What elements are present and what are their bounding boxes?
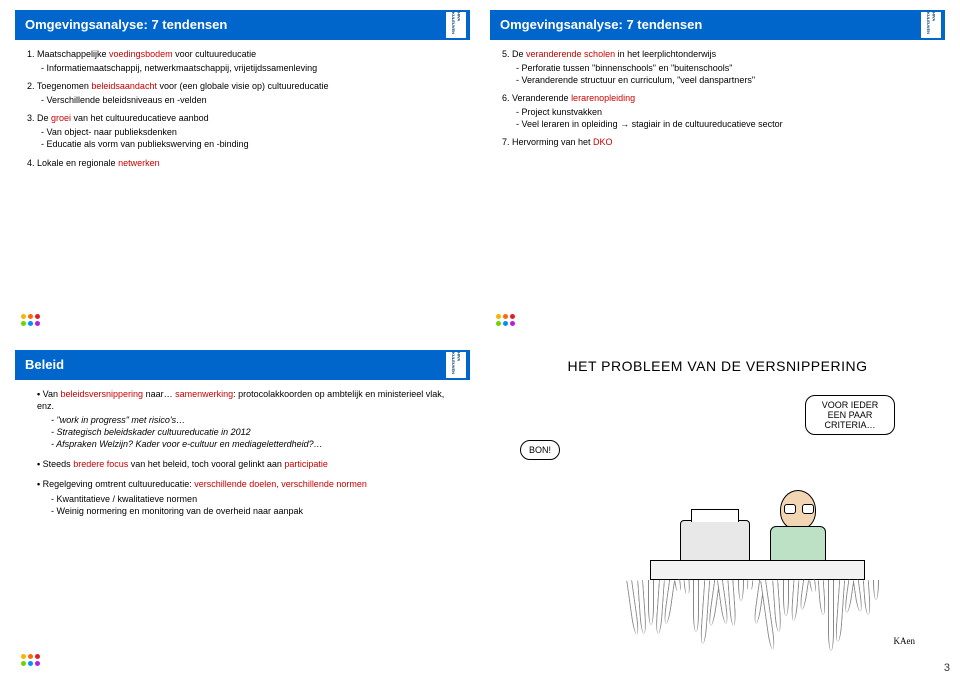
paper-strip	[853, 580, 863, 612]
dot-icon	[21, 661, 26, 666]
logo-box: HiVA KULEUVEN	[446, 12, 466, 38]
speech-bubble-left: BON!	[520, 440, 560, 460]
paper-strip	[828, 580, 834, 651]
page-number: 3	[944, 662, 950, 674]
dot-icon	[35, 654, 40, 659]
slide-title: Omgevingsanalyse: 7 tendensen	[500, 17, 702, 32]
list-item: 1. Maatschappelijke voedingsbodem voor c…	[27, 48, 456, 60]
dot-icon	[21, 314, 26, 319]
slide-top-left: Omgevingsanalyse: 7 tendensen HiVA KULEU…	[15, 10, 470, 330]
cartoon-signature: KAen	[894, 636, 916, 646]
sub-item: Perforatie tussen "binnenschools" en "bu…	[516, 62, 931, 74]
sub-item: Veel leraren in opleiding → stagiair in …	[516, 118, 931, 130]
sub-list: Perforatie tussen "binnenschools" en "bu…	[502, 62, 931, 86]
sub-list: Informatiemaatschappij, netwerkmaatschap…	[27, 62, 456, 74]
sub-item: Weinig normering en monitoring van de ov…	[51, 505, 456, 517]
sub-item: Project kunstvakken	[516, 106, 931, 118]
slide-content: 5. De veranderende scholen in het leerpl…	[496, 48, 935, 149]
cartoon-heading: HET PROBLEEM VAN DE VERSNIPPERING	[490, 350, 945, 374]
paper-strip	[663, 580, 675, 625]
sub-item: "work in progress" met risico's…	[51, 414, 456, 426]
list-item: Steeds bredere focus van het beleid, toc…	[37, 458, 456, 470]
paper-strip	[674, 580, 682, 592]
sub-list: Verschillende beleidsniveaus en -velden	[27, 94, 456, 106]
dot-icon	[21, 321, 26, 326]
sub-item: Informatiemaatschappij, netwerkmaatschap…	[41, 62, 456, 74]
logo-box: HiVA KULEUVEN	[921, 12, 941, 38]
dot-icon	[28, 654, 33, 659]
sub-list: Van object- naar publieksdenkenEducatie …	[27, 126, 456, 150]
footer-dots	[496, 314, 515, 326]
slide-bottom-left: Beleid HiVA KULEUVEN Van beleidsversnipp…	[15, 350, 470, 670]
sub-item: Kwantitatieve / kwalitatieve normen	[51, 493, 456, 505]
slide-content: 1. Maatschappelijke voedingsbodem voor c…	[21, 48, 460, 169]
paper-strip	[863, 580, 871, 615]
sub-item: Veranderende structuur en curriculum, "v…	[516, 74, 931, 86]
bullet-list: Van beleidsversnippering naar… samenwerk…	[27, 388, 456, 517]
dot-icon	[503, 314, 508, 319]
dot-icon	[510, 321, 515, 326]
dot-icon	[28, 314, 33, 319]
dot-icon	[503, 321, 508, 326]
list-item: 7. Hervorming van het DKO	[502, 136, 931, 148]
dot-icon	[35, 314, 40, 319]
slide-content: Van beleidsversnippering naar… samenwerk…	[21, 388, 460, 517]
paper-strip	[818, 580, 826, 615]
paper-strip	[684, 580, 691, 594]
paper-strip	[835, 580, 845, 642]
sub-item: Afspraken Welzijn? Kader voor e-cultuur …	[51, 438, 456, 450]
dot-icon	[35, 661, 40, 666]
paper-strip	[772, 580, 782, 632]
logo-box: HiVA KULEUVEN	[446, 352, 466, 378]
paper-strip	[747, 580, 754, 590]
sub-item: Strategisch beleidskader cultuureducatie…	[51, 426, 456, 438]
speech-bubble-right: VOOR IEDER EEN PAAR CRITERIA…	[805, 395, 895, 435]
sub-list: Project kunstvakkenVeel leraren in oplei…	[502, 106, 931, 130]
sub-list: Kwantitatieve / kwalitatieve normenWeini…	[37, 493, 456, 517]
slide-title-bar: Omgevingsanalyse: 7 tendensen HiVA KULEU…	[15, 10, 470, 40]
footer-dots	[21, 654, 40, 666]
dot-icon	[496, 314, 501, 319]
slide-title-bar: Beleid HiVA KULEUVEN	[15, 350, 470, 380]
paper-strip	[791, 580, 800, 621]
list-item: 4. Lokale en regionale netwerken	[27, 157, 456, 169]
slide-top-right: Omgevingsanalyse: 7 tendensen HiVA KULEU…	[490, 10, 945, 330]
glasses-icon	[784, 504, 814, 512]
paper-strip	[873, 580, 879, 600]
paper-strip	[700, 580, 710, 644]
sub-list: "work in progress" met risico's…Strategi…	[37, 414, 456, 450]
dot-icon	[21, 654, 26, 659]
sub-item: Verschillende beleidsniveaus en -velden	[41, 94, 456, 106]
cartoon-panel: HET PROBLEEM VAN DE VERSNIPPERING BON! V…	[490, 350, 945, 670]
slide-title-bar: Omgevingsanalyse: 7 tendensen HiVA KULEU…	[490, 10, 945, 40]
sub-item: Van object- naar publieksdenken	[41, 126, 456, 138]
paper-strip	[637, 580, 647, 634]
footer-dots	[21, 314, 40, 326]
list-item: Regelgeving omtrent cultuureducatie: ver…	[37, 478, 456, 516]
dot-icon	[496, 321, 501, 326]
slide-title: Beleid	[25, 357, 64, 372]
slide-title: Omgevingsanalyse: 7 tendensen	[25, 17, 227, 32]
list-item: 5. De veranderende scholen in het leerpl…	[502, 48, 931, 60]
paper-strip	[809, 580, 817, 593]
dot-icon	[28, 661, 33, 666]
list-item: 3. De groei van het cultuureducatieve aa…	[27, 112, 456, 124]
desk-surface	[650, 560, 865, 580]
paper-strip	[693, 580, 699, 632]
paper-strip	[648, 580, 654, 625]
paper-strip	[799, 580, 809, 610]
list-item: 2. Toegenomen beleidsaandacht voor (een …	[27, 80, 456, 92]
list-item: Van beleidsversnippering naar… samenwerk…	[37, 388, 456, 451]
dot-icon	[28, 321, 33, 326]
cartoon-drawing	[610, 480, 885, 630]
dot-icon	[35, 321, 40, 326]
paper-shreds	[640, 580, 855, 630]
paper-strip	[727, 580, 736, 626]
dot-icon	[510, 314, 515, 319]
paper-strip	[738, 580, 744, 601]
paper-strip	[783, 580, 789, 616]
list-item: 6. Veranderende lerarenopleiding	[502, 92, 931, 104]
sub-item: Educatie als vorm van publiekswerving en…	[41, 138, 456, 150]
paper-strip	[655, 580, 665, 634]
